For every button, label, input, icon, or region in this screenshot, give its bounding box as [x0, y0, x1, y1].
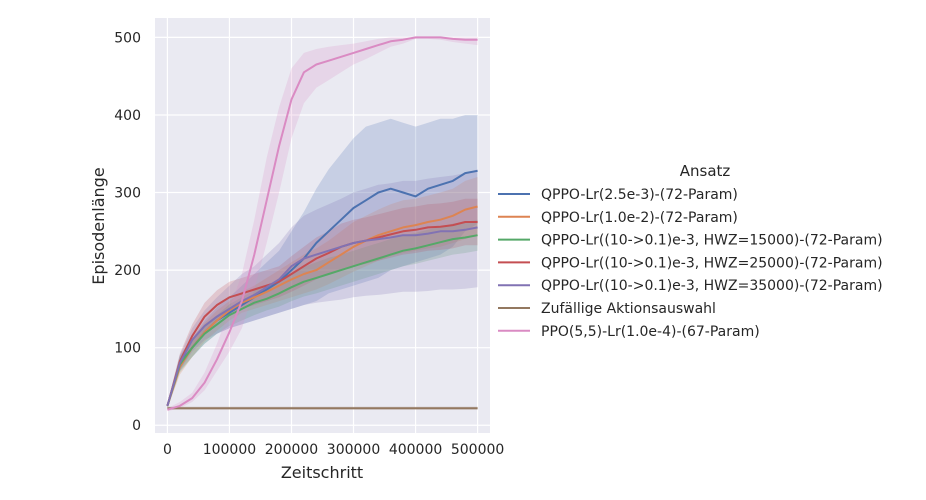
x-axis-label: Zeitschritt: [281, 463, 363, 482]
legend-label-1: QPPO-Lr(1.0e-2)-(72-Param): [541, 210, 738, 226]
x-tick-label: 0: [163, 442, 172, 458]
y-tick-label: 200: [114, 263, 141, 279]
series-line-3-qppo-lr-10-0-1-e-3-hwz-25000-72-param: [166, 221, 478, 407]
y-tick-label: 100: [114, 341, 141, 357]
legend-label-5: Zufällige Aktionsauswahl: [541, 301, 716, 317]
series-line-2-qppo-lr-10-0-1-e-3-hwz-15000-72-param: [166, 234, 478, 407]
band-6-ppo-5-5-lr-1-0e-4-67-param: [167, 37, 478, 412]
x-tick-label: 500000: [451, 442, 504, 458]
legend-label-3: QPPO-Lr((10->0.1)e-3, HWZ=25000)-(72-Par…: [541, 255, 883, 271]
grid-lines: [155, 18, 490, 433]
y-tick-label: 500: [114, 30, 141, 46]
x-tick-label: 400000: [389, 442, 442, 458]
series-line-6-ppo-5-5-lr-1-0e-4-67-param: [167, 36, 478, 411]
y-tick-label: 300: [114, 186, 141, 202]
band-2-qppo-lr-10-0-1-e-3-hwz-15000-72-param: [167, 219, 478, 409]
x-tick-label: 100000: [203, 442, 256, 458]
x-tick-label: 300000: [327, 442, 380, 458]
y-tick-labels: 0 100 200 300 400 500: [114, 30, 141, 434]
x-tick-label: 200000: [265, 442, 318, 458]
legend-label-2: QPPO-Lr((10->0.1)e-3, HWZ=15000)-(72-Par…: [541, 233, 883, 249]
legend-title: Ansatz: [680, 162, 731, 180]
y-axis-label: Episodenlänge: [89, 167, 108, 284]
y-tick-label: 0: [132, 418, 141, 434]
legend: Ansatz QPPO-Lr(2.5e-3)-(72-Param) QPPO-Lr…: [498, 162, 883, 340]
legend-label-4: QPPO-Lr((10->0.1)e-3, HWZ=35000)-(72-Par…: [541, 278, 883, 294]
y-tick-label: 400: [114, 108, 141, 124]
legend-label-6: PPO(5,5)-Lr(1.0e-4)-(67-Param): [541, 324, 760, 340]
legend-label-0: QPPO-Lr(2.5e-3)-(72-Param): [541, 187, 738, 203]
band-0-qppo-lr-2-5e-3-72-param: [167, 115, 478, 409]
plot-background: [155, 18, 490, 433]
series-lines: [166, 36, 478, 411]
x-tick-labels: 0 100000 200000 300000 400000 500000: [163, 442, 504, 458]
series-line-4-qppo-lr-10-0-1-e-3-hwz-35000-72-param: [166, 226, 478, 407]
series-line-1-qppo-lr-1-0e-2-72-param: [166, 205, 478, 407]
